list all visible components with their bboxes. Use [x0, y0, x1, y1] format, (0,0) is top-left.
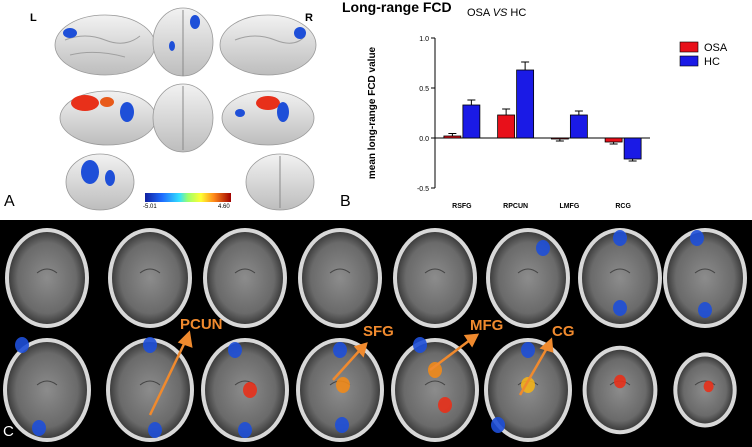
bar-osa-rsfg: [443, 135, 462, 139]
y-tick-label: 0.5: [419, 86, 429, 93]
superior-view: [152, 7, 214, 77]
panel-b: B Long-range FCD OSA VS HC -0.5 0.0 0.5 1.0…: [340, 0, 752, 220]
right-hemisphere-label: R: [305, 12, 313, 24]
activation-cluster: [491, 417, 505, 433]
axial-slice: [582, 345, 658, 435]
pcun-arrowhead: [177, 330, 193, 348]
activation-cluster: [333, 342, 347, 358]
activation-cluster: [336, 377, 350, 393]
sfg-arrow: [332, 349, 361, 381]
posterior-view: [65, 153, 135, 211]
activation-cluster: [428, 362, 442, 378]
activation-cluster: [32, 420, 46, 436]
axial-slice: [486, 228, 570, 328]
axial-slice: [106, 337, 194, 442]
y-tick-label: 1.0: [419, 36, 429, 43]
axial-slices: [3, 228, 747, 442]
mfg-annotation: MFG: [470, 317, 504, 334]
axial-slice: [201, 338, 289, 442]
activation-cluster: [238, 422, 252, 438]
axial-slice: [3, 337, 91, 442]
axial-slice: [108, 228, 192, 328]
activation-cluster: [413, 337, 427, 353]
chart-title-italic: VS: [492, 7, 508, 19]
axial-slice: [5, 228, 89, 328]
legend-swatch-osa: [679, 41, 699, 53]
right-medial-view: [221, 90, 315, 146]
right-lateral-view: [219, 14, 317, 76]
activation-cluster: [536, 240, 550, 256]
bar-hc-rsfg: [462, 104, 481, 139]
bar-osa-lmfg: [550, 137, 569, 140]
activation-cluster: [335, 417, 349, 433]
axial-slice: [393, 228, 477, 328]
chart-title-prefix: OSA: [467, 7, 493, 19]
axial-slice: [673, 352, 737, 428]
panel-b-label: B: [340, 193, 351, 210]
x-tick-label: RCG: [615, 203, 631, 210]
panel-c: C PCUN SFG MFG CG: [0, 220, 752, 447]
activation-cluster: [15, 337, 29, 353]
axial-slice: [578, 228, 662, 328]
axial-slice: [203, 228, 287, 328]
mfg-arrow: [429, 339, 471, 371]
activation-cluster: [438, 397, 452, 413]
axial-slice: [484, 338, 572, 442]
pcun-annotation: PCUN: [180, 316, 223, 333]
colorbar: [145, 193, 231, 202]
left-medial-view: [59, 90, 157, 146]
pcun-arrow: [148, 341, 187, 416]
legend-swatch-hc: [679, 55, 699, 67]
legend-label-osa: OSA: [704, 42, 728, 54]
left-lateral-view: [54, 14, 156, 76]
sfg-annotation: SFG: [363, 323, 394, 340]
activation-cluster: [148, 422, 162, 438]
cg-arrow: [518, 347, 549, 396]
cg-annotation: CG: [552, 323, 575, 340]
y-axis-label: mean long-range FCD value: [367, 46, 378, 179]
y-tick-label: -0.5: [417, 186, 429, 193]
activation-cluster: [143, 337, 157, 353]
left-hemisphere-label: L: [30, 12, 37, 24]
colorbar-min-label: -5.01: [143, 204, 157, 210]
anterior-view: [245, 153, 315, 211]
sfg-arrowhead: [353, 342, 368, 358]
panel-a-label: A: [4, 193, 15, 210]
panel-a: A L R: [0, 0, 345, 215]
activation-cluster: [703, 380, 714, 393]
inferior-view: [152, 83, 214, 153]
y-tick-label: 0.0: [419, 136, 429, 143]
x-tick-label: RSFG: [452, 203, 472, 210]
activation-cluster: [228, 342, 242, 358]
colorbar-max-label: 4.60: [218, 204, 230, 210]
bar-chart: -0.5 0.0 0.5 1.0 mean long-range FCD value RS…: [367, 36, 728, 210]
axial-slice: [298, 228, 382, 328]
activation-cluster: [614, 374, 626, 389]
x-tick-label: RPCUN: [503, 203, 528, 210]
activation-cluster: [698, 302, 712, 318]
axial-slice: [663, 228, 747, 328]
bar-hc-rpcun: [516, 69, 535, 139]
activation-cluster: [690, 230, 704, 246]
cg-arrowhead: [539, 337, 554, 353]
bar-hc-rcg: [623, 137, 642, 160]
chart-heading: Long-range FCD: [342, 0, 452, 15]
activation-cluster: [521, 342, 535, 358]
chart-title: OSA VS HC: [467, 7, 526, 19]
bar-hc-lmfg: [569, 114, 588, 139]
bar-osa-rcg: [604, 137, 623, 143]
activation-cluster: [613, 230, 627, 246]
brain-surface-renderings: [54, 7, 317, 211]
axial-slice: [391, 337, 479, 442]
bar-osa-rpcun: [497, 114, 516, 139]
panel-c-label: C: [3, 423, 14, 440]
axial-slice: [296, 338, 384, 442]
legend-label-hc: HC: [704, 56, 720, 68]
x-tick-label: LMFG: [559, 203, 579, 210]
activation-cluster: [243, 382, 257, 398]
activation-cluster: [613, 300, 627, 316]
chart-title-suffix: HC: [507, 7, 527, 19]
mfg-arrowhead: [463, 333, 480, 348]
